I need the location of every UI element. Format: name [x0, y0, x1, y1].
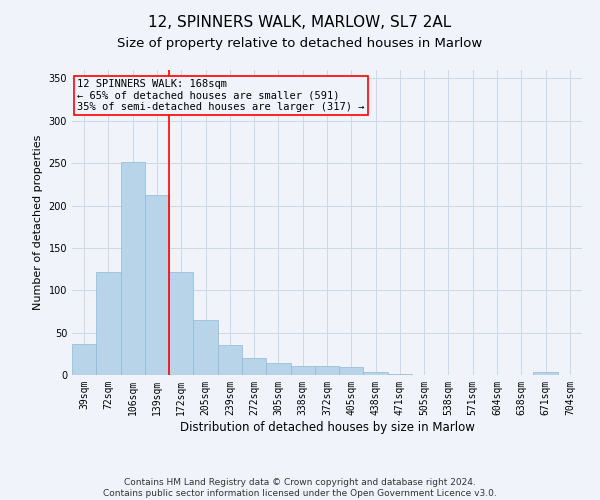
Bar — [315, 366, 339, 375]
Bar — [339, 368, 364, 375]
Bar — [388, 374, 412, 375]
Text: Contains HM Land Registry data © Crown copyright and database right 2024.
Contai: Contains HM Land Registry data © Crown c… — [103, 478, 497, 498]
Bar — [96, 272, 121, 375]
Bar — [169, 272, 193, 375]
Bar — [218, 346, 242, 375]
Bar — [72, 344, 96, 375]
Bar — [121, 162, 145, 375]
X-axis label: Distribution of detached houses by size in Marlow: Distribution of detached houses by size … — [179, 420, 475, 434]
Text: Size of property relative to detached houses in Marlow: Size of property relative to detached ho… — [118, 38, 482, 51]
Text: 12, SPINNERS WALK, MARLOW, SL7 2AL: 12, SPINNERS WALK, MARLOW, SL7 2AL — [148, 15, 452, 30]
Bar — [145, 196, 169, 375]
Bar — [242, 358, 266, 375]
Bar — [193, 320, 218, 375]
Bar — [266, 363, 290, 375]
Bar — [533, 372, 558, 375]
Y-axis label: Number of detached properties: Number of detached properties — [33, 135, 43, 310]
Bar — [290, 366, 315, 375]
Text: 12 SPINNERS WALK: 168sqm
← 65% of detached houses are smaller (591)
35% of semi-: 12 SPINNERS WALK: 168sqm ← 65% of detach… — [77, 79, 365, 112]
Bar — [364, 372, 388, 375]
